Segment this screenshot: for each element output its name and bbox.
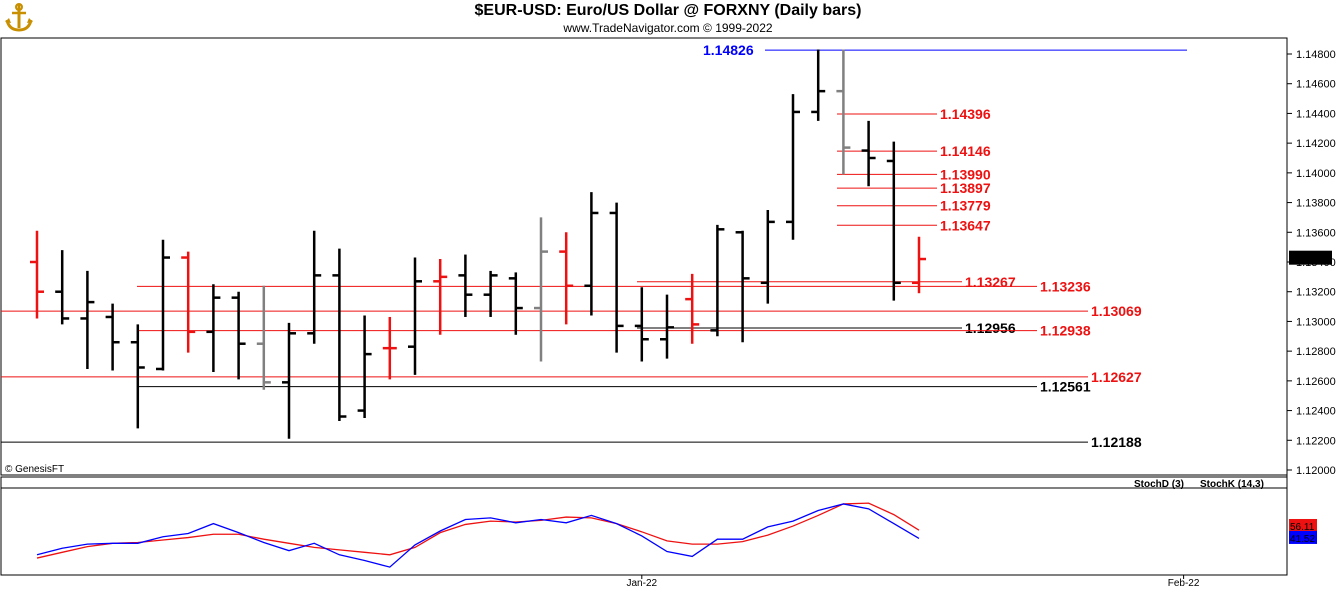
y-tick-label: 1.13800 [1296, 198, 1336, 210]
ohlc-bar [30, 230, 44, 319]
oscillator-panel-frame [0, 476, 1288, 576]
ohlc-bar [861, 120, 876, 187]
y-tick-label: 1.12800 [1296, 346, 1336, 358]
ohlc-bar [685, 273, 700, 344]
watermark-text: © GenesisFT [5, 464, 64, 475]
ohlc-bar [609, 202, 624, 353]
y-tick-label: 1.12600 [1296, 376, 1336, 388]
y-tick-label: 1.14000 [1296, 168, 1336, 180]
ohlc-bar [735, 230, 750, 343]
stoch-d-value-box [1289, 518, 1317, 532]
level-label: 1.13236 [1040, 278, 1091, 294]
x-tick-label: Jan-22 [627, 578, 658, 589]
y-tick-label: 1.14600 [1296, 79, 1336, 91]
ohlc-bar [408, 257, 422, 375]
ohlc-bar [357, 315, 372, 418]
y-tick-label: 1.12400 [1296, 406, 1336, 418]
level-label: 1.12938 [1040, 323, 1091, 339]
stoch-d-line [36, 502, 920, 559]
stoch-k-value: 41.52 [1290, 534, 1315, 545]
level-label: 1.13267 [965, 274, 1016, 290]
ohlc-bar [256, 285, 271, 390]
level-label: 1.12956 [965, 320, 1016, 336]
ohlc-bar [307, 230, 322, 344]
ohlc-bar [282, 322, 296, 439]
level-label: 1.13897 [940, 180, 991, 196]
level-label: 1.13647 [940, 217, 991, 233]
y-tick-label: 1.14800 [1296, 49, 1336, 61]
level-label: 1.13990 [940, 166, 991, 182]
ohlc-bar [55, 250, 70, 325]
chart-subtitle: www.TradeNavigator.com © 1999-2022 [563, 21, 773, 35]
stoch-k-line [36, 503, 920, 568]
y-axis-ticks: 1.14800 1.14600 1.14400 1.14200 1.14000 1.138… [1287, 49, 1336, 477]
y-tick-label: 1.13200 [1296, 287, 1336, 299]
level-label: 1.14146 [940, 143, 991, 159]
ohlc-bar [433, 259, 448, 335]
ohlc-bar [231, 291, 246, 380]
legend-stoch-d: StochD (3) [1134, 479, 1184, 490]
ohlc-bar [786, 94, 800, 240]
y-tick-label: 1.14200 [1296, 138, 1336, 150]
y-tick-label: 1.13600 [1296, 227, 1336, 239]
ohlc-bar [105, 303, 120, 371]
ohlc-bar [130, 324, 145, 429]
y-tick-label: 1.12000 [1296, 465, 1336, 477]
ohlc-bar [534, 217, 548, 362]
price-panel-frame [0, 37, 1288, 476]
level-label: 1.13779 [940, 198, 991, 214]
level-label: 1.12627 [1091, 369, 1142, 385]
ohlc-bar [382, 316, 397, 380]
ohlc-bar [836, 49, 851, 175]
level-label: 1.12561 [1040, 379, 1091, 395]
legend-stoch-k: StochK (14,3) [1200, 479, 1264, 490]
ohlc-bar [206, 284, 221, 372]
last-price-box [1289, 250, 1332, 265]
level-label: 1.12188 [1091, 434, 1142, 450]
ohlc-bar [156, 239, 170, 371]
level-label-high: 1.14826 [703, 42, 754, 58]
ohlc-bar [483, 270, 498, 317]
chart-header: $EUR-USD: Euro/US Dollar @ FORXNY (Daily… [0, 0, 1336, 37]
ohlc-bar [660, 294, 674, 359]
last-price-label: 1.13429 [1291, 253, 1331, 265]
ohlc-bar [710, 224, 725, 337]
ohlc-bar [760, 210, 775, 304]
anchor-logo-icon [5, 3, 33, 32]
chart-title: $EUR-USD: Euro/US Dollar @ FORXNY (Daily… [474, 2, 862, 19]
y-tick-label: 1.13000 [1296, 316, 1336, 328]
x-axis-ticks: Jan-22 Feb-22 [627, 575, 1200, 589]
y-tick-label: 1.14400 [1296, 108, 1336, 120]
ohlc-bar [559, 232, 574, 325]
ohlc-bar [458, 254, 473, 317]
y-tick-label: 1.12200 [1296, 435, 1336, 447]
ohlc-bar [181, 251, 196, 353]
bars-layer [30, 49, 926, 439]
ohlc-bar [332, 248, 347, 421]
ohlc-bar [584, 192, 599, 316]
stoch-k-value-box [1289, 530, 1317, 544]
ohlc-bar [811, 49, 826, 121]
ohlc-bar [912, 236, 926, 294]
ohlc-bar [634, 287, 649, 362]
x-tick-label: Feb-22 [1168, 578, 1200, 589]
ohlc-bar [80, 270, 95, 369]
level-label: 1.13069 [1091, 303, 1142, 319]
level-label: 1.14396 [940, 106, 991, 122]
ohlc-bar [886, 141, 901, 301]
stoch-d-value: 56.11 [1290, 522, 1315, 533]
ohlc-bar [508, 272, 523, 335]
